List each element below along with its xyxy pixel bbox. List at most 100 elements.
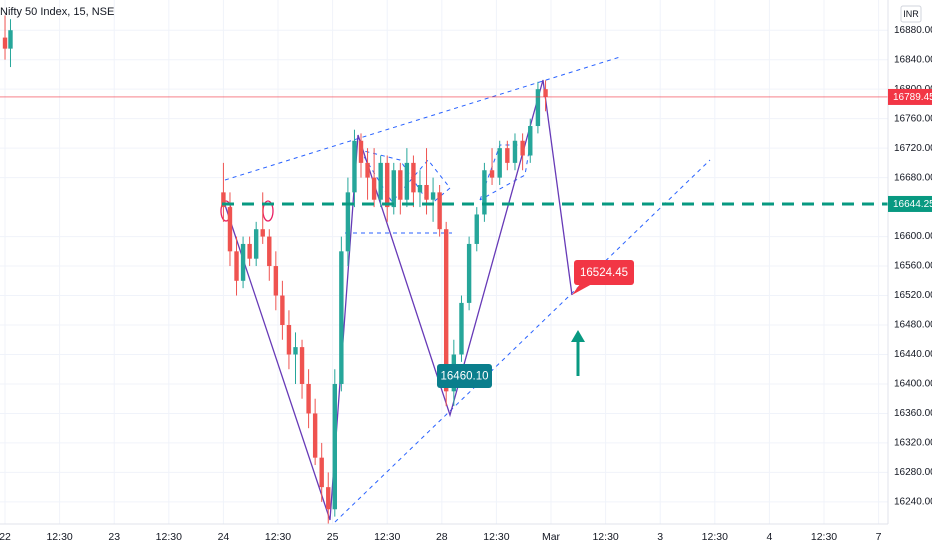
level-price-label: 16644.25 (893, 199, 932, 210)
candle-body (227, 207, 233, 252)
candle-body (371, 177, 377, 200)
candle-body (253, 229, 259, 259)
candle-body (443, 229, 449, 392)
annotation-box (437, 364, 492, 388)
candle-body (306, 383, 311, 414)
annotation-low: 16460.10 (437, 364, 492, 388)
candle-body (391, 170, 396, 208)
y-tick-label: 16480.00 (894, 320, 932, 331)
candle-body (505, 148, 510, 163)
candle-body (339, 251, 344, 384)
arrow-head (571, 330, 585, 342)
candle-body (482, 170, 487, 215)
x-tick-label: 12:30 (46, 531, 72, 543)
currency-box[interactable] (900, 5, 922, 23)
candle-body (293, 347, 298, 355)
candle-body (299, 347, 305, 384)
level-price-box (888, 195, 932, 212)
candle-body (280, 295, 285, 326)
y-tick-label: 16840.00 (894, 54, 932, 65)
candle-body (273, 266, 279, 296)
candle-body (512, 140, 518, 163)
y-tick-label: 16720.00 (894, 143, 932, 154)
candle-body (466, 243, 472, 303)
candle-body (417, 184, 423, 193)
x-tick-label: 28 (436, 531, 448, 543)
candle-body (352, 140, 357, 193)
candle-body (520, 140, 525, 156)
candle-body (497, 148, 502, 178)
candle-body (234, 251, 239, 281)
candle-body (378, 162, 383, 200)
candle-body (240, 243, 246, 281)
upper-trendline (224, 56, 621, 181)
x-tick-label: Mar (542, 531, 561, 543)
candle-body (286, 325, 292, 355)
candle-body (267, 236, 272, 267)
candle-body (437, 192, 442, 230)
y-tick-label: 16280.00 (894, 467, 932, 478)
candle-body (424, 184, 429, 200)
candle-body (404, 162, 410, 200)
candles (2, 15, 548, 524)
x-tick-label: 12:30 (156, 531, 182, 543)
candle-body (385, 162, 390, 208)
candle-body (260, 229, 265, 237)
x-tick-label: 12:30 (811, 531, 837, 543)
consolidation-pattern (359, 149, 451, 206)
candle-body (2, 37, 8, 49)
x-tick-label: 12:30 (592, 531, 618, 543)
annotation-target: 16524.45 (572, 260, 634, 295)
zigzag (224, 79, 573, 521)
y-tick-label: 16680.00 (894, 172, 932, 183)
x-tick-label: 23 (108, 531, 120, 543)
x-tick-label: 12:30 (265, 531, 291, 543)
candle-body (474, 214, 479, 244)
y-tick-label: 16440.00 (894, 349, 932, 360)
candle-body (528, 126, 533, 156)
candle-body (319, 457, 324, 488)
last-price-label: 16789.45 (893, 92, 932, 103)
candle-body (247, 243, 252, 259)
candle-body (535, 89, 541, 127)
x-tick-label: 12:30 (374, 531, 400, 543)
y-tick-label: 16400.00 (894, 379, 932, 390)
candle-body (358, 140, 364, 163)
overlay (0, 96, 888, 206)
y-tick-label: 16760.00 (894, 113, 932, 124)
candle-body (543, 89, 548, 97)
x-tick-label: 7 (876, 531, 882, 543)
x-tick-label: 3 (657, 531, 663, 543)
currency: INR (903, 9, 919, 19)
chart-title: Nifty 50 Index, 15, NSE (0, 6, 114, 18)
x-tick-label: 25 (327, 531, 339, 543)
candle-body (221, 192, 226, 208)
candle-body (430, 192, 436, 200)
y-tick-label: 16560.00 (894, 261, 932, 272)
y-tick-label: 16360.00 (894, 408, 932, 419)
candle-body (365, 162, 370, 178)
annotation-pointer (572, 284, 592, 295)
annotation-label: 16460.10 (441, 371, 489, 383)
x-tick-label: 12:30 (483, 531, 509, 543)
candle-body (398, 170, 403, 200)
x-tick-label: 12:30 (702, 531, 728, 543)
candle-body (312, 413, 318, 458)
y-tick-label: 16320.00 (894, 438, 932, 449)
y-tick-label: 16600.00 (894, 231, 932, 242)
x-tick-label: 22 (0, 531, 11, 543)
annotation-box (574, 260, 634, 285)
y-tick-label: 16520.00 (894, 290, 932, 301)
last-price-box (888, 88, 932, 105)
x-tick-label: 24 (218, 531, 230, 543)
candle-body (411, 162, 416, 193)
y-tick-label: 16240.00 (894, 497, 932, 508)
candle-body (8, 30, 13, 49)
y-tick-label: 16880.00 (894, 25, 932, 36)
candle-body (332, 383, 338, 510)
x-tick-label: 4 (766, 531, 772, 543)
candle-body (326, 487, 331, 510)
candle-body (489, 170, 495, 178)
